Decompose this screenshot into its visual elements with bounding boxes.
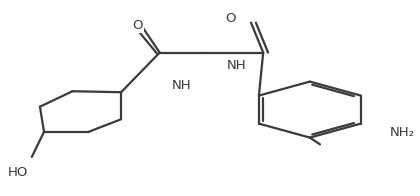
Text: NH: NH <box>172 79 192 92</box>
Text: O: O <box>226 12 236 25</box>
Text: NH₂: NH₂ <box>390 126 415 139</box>
Text: NH: NH <box>227 59 247 72</box>
Text: HO: HO <box>8 166 28 179</box>
Text: O: O <box>132 19 143 32</box>
